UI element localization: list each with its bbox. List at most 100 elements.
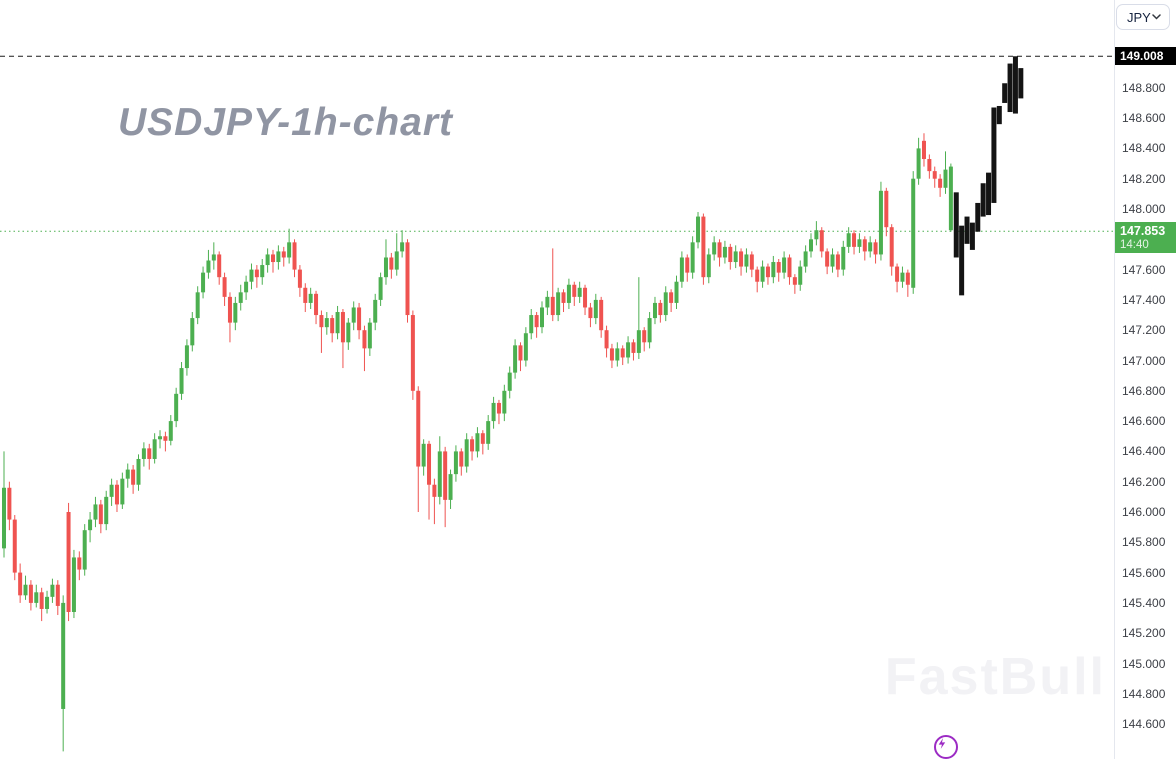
candle xyxy=(846,233,851,247)
recent-black-bar xyxy=(986,172,992,216)
candle xyxy=(722,246,727,258)
candlestick-plot[interactable] xyxy=(0,0,1114,759)
recent-black-bar xyxy=(980,183,986,217)
candle xyxy=(104,496,109,525)
candle xyxy=(921,140,926,160)
candle xyxy=(287,242,292,258)
candle xyxy=(588,307,593,319)
candle xyxy=(948,166,953,231)
candle xyxy=(416,390,421,467)
candle xyxy=(227,296,232,323)
chevron-down-icon xyxy=(1152,14,1161,20)
candle xyxy=(701,216,706,278)
recent-black-bar xyxy=(953,192,959,258)
price-axis-label: 148.400 xyxy=(1122,141,1166,156)
candle xyxy=(45,596,50,609)
candle xyxy=(540,307,544,328)
candle xyxy=(642,330,647,343)
candle xyxy=(776,262,781,273)
candle xyxy=(561,292,566,303)
candle xyxy=(346,322,351,343)
symbol-dropdown[interactable]: JPY xyxy=(1116,4,1170,30)
candle xyxy=(34,592,39,603)
candle xyxy=(2,487,6,549)
recent-black-bar xyxy=(1018,68,1024,99)
candle xyxy=(147,448,152,459)
recent-black-bar xyxy=(1012,56,1018,114)
candle xyxy=(927,159,932,172)
candle xyxy=(803,251,808,267)
candle xyxy=(706,254,711,278)
candle xyxy=(437,451,442,497)
candle xyxy=(158,436,163,440)
fastbull-watermark: FastBull xyxy=(884,648,1106,706)
candle xyxy=(98,504,103,525)
recent-black-bar xyxy=(996,105,1002,125)
price-axis-label: 144.600 xyxy=(1122,717,1166,732)
candle xyxy=(459,451,464,467)
candle xyxy=(297,269,302,288)
candle xyxy=(739,251,744,267)
candle xyxy=(324,318,329,328)
candle xyxy=(728,246,733,263)
current-price-tag: 147.853 14:40 xyxy=(1115,222,1176,254)
candle xyxy=(114,484,119,505)
candle xyxy=(615,348,620,361)
current-price-value: 147.853 xyxy=(1120,224,1166,239)
price-axis-label: 147.000 xyxy=(1122,353,1166,368)
candle xyxy=(400,242,405,252)
candle xyxy=(545,296,550,308)
candle xyxy=(39,592,44,609)
candle xyxy=(760,266,765,282)
candle xyxy=(819,230,824,252)
candle xyxy=(814,230,819,240)
candle xyxy=(303,287,308,303)
candle xyxy=(577,287,582,297)
flash-button[interactable] xyxy=(934,735,958,759)
candle xyxy=(125,469,130,479)
candle xyxy=(421,443,426,467)
price-chart-canvas[interactable]: USDJPY-1h-chart FastBull xyxy=(0,0,1114,759)
chart-title: USDJPY-1h-chart xyxy=(118,101,454,144)
candle xyxy=(620,348,625,358)
candle xyxy=(771,262,776,278)
candle xyxy=(136,458,141,485)
candle xyxy=(593,299,598,319)
candle xyxy=(367,322,372,349)
candle xyxy=(895,266,900,282)
candle xyxy=(889,227,894,267)
candle xyxy=(755,269,760,282)
candle xyxy=(626,342,631,358)
price-axis-label: 147.600 xyxy=(1122,262,1166,277)
price-axis-label: 146.000 xyxy=(1122,505,1166,519)
candle xyxy=(486,421,491,444)
candle xyxy=(319,315,324,328)
candle xyxy=(782,257,787,273)
candle xyxy=(609,348,614,361)
candle xyxy=(168,421,173,441)
candle xyxy=(55,584,60,606)
candle xyxy=(696,216,701,243)
candle xyxy=(28,584,33,603)
candle xyxy=(878,190,883,255)
candle xyxy=(480,433,485,444)
candle xyxy=(496,402,501,414)
candle xyxy=(717,242,722,258)
recent-black-bar xyxy=(991,107,997,203)
candle xyxy=(787,257,792,278)
candle xyxy=(744,254,749,267)
candle xyxy=(314,293,319,316)
candle xyxy=(932,171,937,179)
candle xyxy=(249,269,254,282)
candle xyxy=(604,330,609,349)
price-axis-label: 146.200 xyxy=(1122,474,1166,489)
candle xyxy=(206,260,211,273)
candle xyxy=(830,254,835,267)
candle xyxy=(911,178,916,288)
candle xyxy=(733,251,738,263)
candle xyxy=(566,284,571,303)
candle xyxy=(217,254,222,278)
price-axis[interactable]: 149.008 147.853 14:40 148.800 148.600 148.… xyxy=(1114,0,1176,759)
candle xyxy=(77,557,82,570)
candle xyxy=(884,190,889,228)
